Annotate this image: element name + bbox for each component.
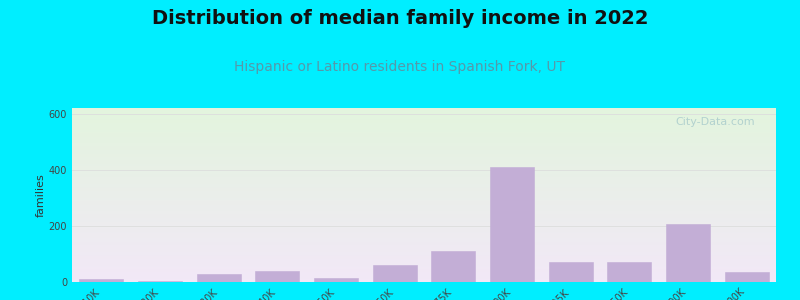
Bar bbox=[490, 167, 534, 282]
Bar bbox=[431, 251, 475, 282]
Bar bbox=[79, 279, 123, 282]
Bar bbox=[549, 262, 593, 282]
Bar bbox=[138, 280, 182, 282]
Bar bbox=[373, 265, 417, 282]
Bar bbox=[666, 224, 710, 282]
Bar bbox=[197, 274, 241, 282]
Bar bbox=[255, 271, 299, 282]
Bar bbox=[314, 278, 358, 282]
Bar bbox=[725, 272, 769, 282]
Text: Hispanic or Latino residents in Spanish Fork, UT: Hispanic or Latino residents in Spanish … bbox=[234, 60, 566, 74]
Text: City-Data.com: City-Data.com bbox=[675, 117, 755, 127]
Y-axis label: families: families bbox=[36, 173, 46, 217]
Text: Distribution of median family income in 2022: Distribution of median family income in … bbox=[152, 9, 648, 28]
Bar bbox=[607, 262, 651, 282]
